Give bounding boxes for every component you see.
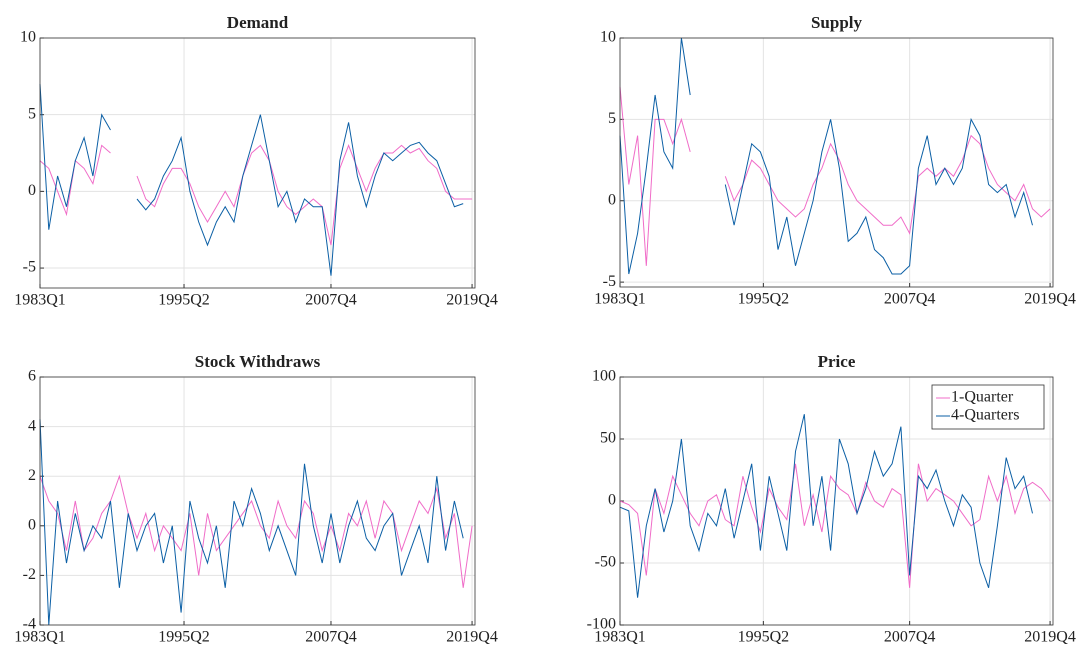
x-tick-label: 1983Q1 <box>14 629 66 646</box>
y-tick-label: 50 <box>600 430 616 447</box>
x-tick-label: 1983Q1 <box>14 292 66 309</box>
y-tick-label: 0 <box>28 516 36 533</box>
x-tick-label: 1995Q2 <box>158 629 210 646</box>
x-tick-label: 2007Q4 <box>305 629 357 646</box>
axes-box <box>39 376 476 626</box>
x-tick-label: 2007Q4 <box>884 291 936 308</box>
y-tick-label: -2 <box>23 566 36 583</box>
y-tick-label: 5 <box>28 105 36 122</box>
series-line <box>39 474 473 588</box>
series-line <box>619 37 1033 275</box>
chart-title: Price <box>818 352 856 371</box>
y-tick-label: 100 <box>592 368 616 385</box>
x-tick-label: 1995Q2 <box>738 629 790 646</box>
legend-box <box>931 384 1045 430</box>
y-tick-label: 4 <box>28 417 36 434</box>
subplot: -5 0 5 10 1983Q1 1995Q2 2007Q4 2019Q4 Demand <box>14 13 498 309</box>
axes-box <box>619 37 1054 288</box>
subplot: -100 -50 0 50 100 1983Q1 1995Q2 2007Q4 2019Q4 Pri… <box>587 352 1076 646</box>
y-tick-label: 5 <box>608 110 616 127</box>
legend-label: 1-Quarter <box>951 389 1014 406</box>
plot-area <box>620 38 1053 287</box>
y-tick-label: -50 <box>595 554 616 571</box>
x-tick-label: 1995Q2 <box>158 292 210 309</box>
chart-title: Supply <box>811 13 863 32</box>
subplot: -4 -2 0 2 4 6 1983Q1 1995Q2 2007Q4 2019Q4 Stock Wi… <box>14 352 498 646</box>
plot-area <box>40 377 475 625</box>
y-tick-label: -5 <box>603 273 616 290</box>
series-line <box>619 86 1051 266</box>
legend-label: 4-Quarters <box>951 407 1019 424</box>
x-tick-label: 2007Q4 <box>305 292 357 309</box>
series-line <box>39 419 464 626</box>
x-tick-label: 1983Q1 <box>594 291 646 308</box>
y-tick-label: 0 <box>608 191 616 208</box>
y-tick-label: 0 <box>28 182 36 199</box>
y-tick-label: 0 <box>608 492 616 509</box>
x-tick-label: 2019Q4 <box>446 629 498 646</box>
x-tick-label: 2019Q4 <box>1024 291 1076 308</box>
x-tick-label: 1995Q2 <box>738 291 790 308</box>
y-tick-label: -4 <box>23 616 36 633</box>
x-tick-label: 2019Q4 <box>446 292 498 309</box>
axes-box <box>39 37 476 289</box>
y-tick-label: -5 <box>23 259 36 276</box>
x-tick-label: 2007Q4 <box>884 629 936 646</box>
y-tick-label: 10 <box>600 29 616 46</box>
x-tick-label: 2019Q4 <box>1024 629 1076 646</box>
x-tick-label: 1983Q1 <box>594 629 646 646</box>
series-line <box>619 414 1033 598</box>
series-line <box>39 83 464 276</box>
plot-area <box>40 38 475 288</box>
chart-title: Stock Withdraws <box>195 352 321 371</box>
y-tick-label: 10 <box>20 29 36 46</box>
y-tick-label: 2 <box>28 467 36 484</box>
subplot: -5 0 5 10 1983Q1 1995Q2 2007Q4 2019Q4 Supply <box>594 13 1076 308</box>
y-tick-label: -100 <box>587 616 616 633</box>
y-tick-label: 6 <box>28 368 36 385</box>
axes-box <box>619 376 1054 626</box>
series-line <box>619 463 1051 588</box>
chart-title: Demand <box>227 13 289 32</box>
